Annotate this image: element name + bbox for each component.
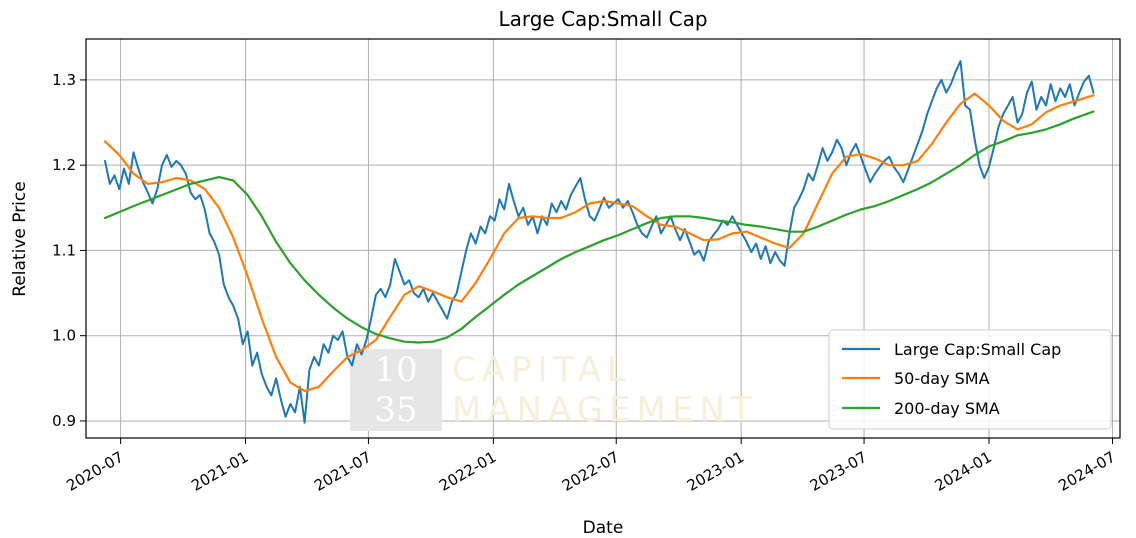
plot-frame — [85, 38, 1121, 439]
watermark-number-bottom: 35 — [374, 390, 417, 430]
legend-label-ratio: Large Cap:Small Cap — [894, 340, 1061, 359]
x-axis-label: Date — [583, 518, 624, 538]
y-tick-label: 1.2 — [52, 156, 76, 174]
y-tick-label: 1.0 — [52, 327, 76, 345]
watermark-word-top: CAPITAL — [452, 350, 632, 390]
legend: Large Cap:Small Cap 50-day SMA 200-day S… — [828, 329, 1112, 430]
series-line-ratio — [104, 60, 1095, 424]
series-lines — [103, 60, 1095, 424]
y-tick-label: 0.9 — [52, 412, 76, 430]
series-line-sma50 — [103, 92, 1095, 393]
y-tick-label: 1.1 — [52, 241, 76, 259]
legend-box — [828, 329, 1112, 430]
y-tick-label: 1.3 — [52, 71, 76, 89]
watermark-word-bottom: MANAGEMENT — [452, 390, 758, 430]
series-line-sma200 — [103, 110, 1095, 344]
legend-label-sma200: 200-day SMA — [894, 399, 1000, 418]
watermark-logo-box — [350, 349, 442, 431]
watermark-number-top: 10 — [374, 350, 417, 390]
y-axis-label: Relative Price — [10, 181, 30, 296]
watermark: 10 35 CAPITAL MANAGEMENT — [350, 349, 758, 431]
legend-label-sma50: 50-day SMA — [894, 369, 990, 388]
chart-title: Large Cap:Small Cap — [498, 7, 707, 31]
y-axis-ticks: 0.9 1.0 1.1 1.2 1.3 — [52, 71, 86, 430]
